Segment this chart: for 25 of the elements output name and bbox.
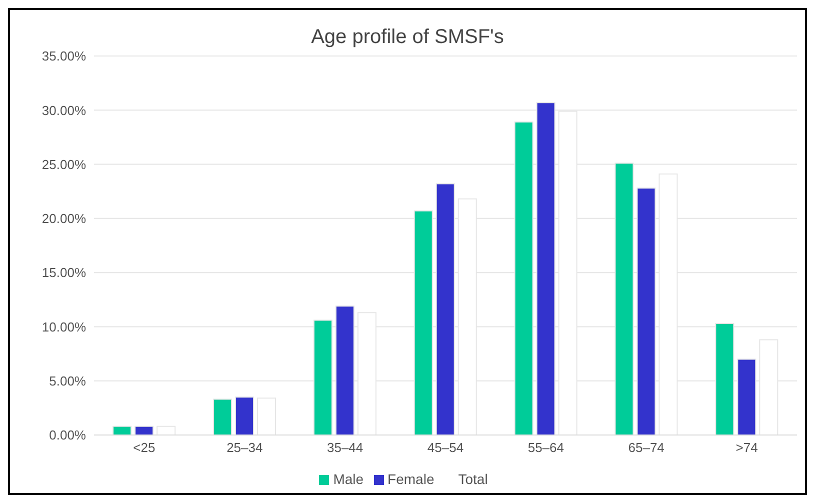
bar [213,398,232,435]
y-tick-label: 0.00% [49,428,86,443]
x-tick-label: 35–44 [326,440,364,456]
y-tick-label: 25.00% [42,156,86,172]
y-tick-label: 20.00% [42,211,86,226]
bar [156,426,176,435]
legend-label: Female [388,471,434,487]
x-tick-label: 55–64 [528,440,564,456]
bar [235,396,254,435]
x-tick-label: 45–54 [427,440,464,456]
x-tick-label: 65–74 [628,440,664,456]
chart-title: Age profile of SMSF's [310,26,505,49]
x-tick-label: >74 [736,440,758,456]
bar [134,426,154,435]
y-tick-label: 15.00% [42,265,86,280]
bar [112,426,132,435]
legend-label: Male [333,471,364,487]
y-tick-label: 35.00% [42,48,86,64]
y-tick-label: 30.00% [42,102,86,118]
text: Total [458,471,488,487]
x-tick-label: <25 [133,440,156,456]
bar [257,398,276,435]
y-tick-label: 10.00% [42,319,86,334]
y-tick-label: 5.00% [49,373,86,388]
x-tick-label: 25–34 [226,440,263,456]
